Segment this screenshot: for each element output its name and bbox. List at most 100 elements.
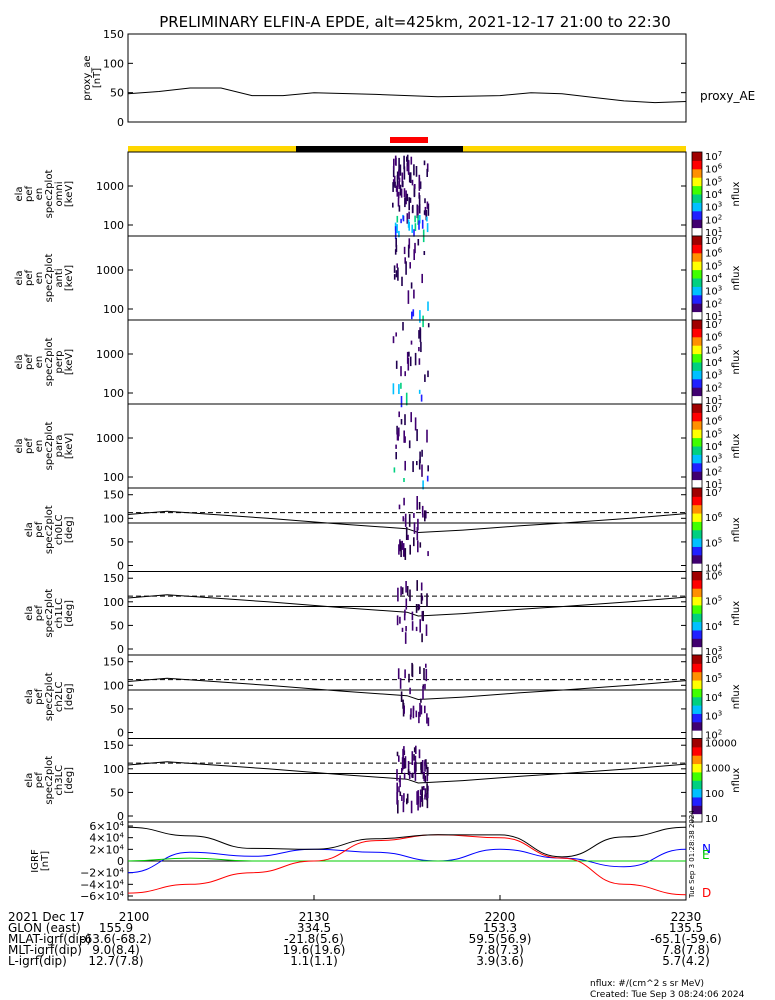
energy-flux-pixel [419,328,422,343]
energy-flux-pixel [400,382,402,389]
energy-colorbar-segment [692,420,702,430]
x-tick-label: 2130 [299,910,330,924]
pitch-colorbar-segment [692,563,702,572]
energy-panel-frame [127,235,687,321]
energy-flux-pixel [408,440,411,449]
pitch-flux-pixel [398,786,400,793]
pitch-ytick-label: 150 [103,656,124,669]
pitch-ylabel-line: [deg] [64,516,75,543]
energy-colorbar-tick: 106 [705,331,723,344]
energy-flux-pixel [403,246,406,255]
energy-flux-pixel [419,310,421,323]
igrf-magnitude-trace [127,826,687,858]
energy-ylabel-line: ela [14,438,25,453]
x-row-value: 9.0(8.4) [92,943,140,957]
energy-flux-pixel [398,230,400,238]
energy-flux-pixel [411,179,414,186]
x-tick-label: 2230 [671,910,702,924]
igrf-legend: NE D [702,842,711,900]
pitch-flux-pixel [413,747,416,753]
energy-colorbar-label: nflux [731,349,742,374]
energy-flux-pixel [406,162,409,172]
energy-colorbar-segment [692,479,702,489]
pitch-colorbar-segment [692,721,702,731]
energy-flux-pixel [419,181,422,189]
energy-colorbar-tick: 105 [705,427,722,440]
pitch-colorbar-tick: 10000 [705,739,737,750]
x-row-value: 19.6(19.6) [283,943,346,957]
pitch-ytick-label: 0 [117,727,124,740]
energy-flux-pixel [394,181,396,189]
energy-flux-pixel [411,311,413,320]
energy-colorbar-segment [692,202,702,212]
energy-colorbar-segment [692,462,702,472]
x-row-value: 334.5 [297,921,331,935]
energy-ytick-label: 100 [103,219,124,232]
pitch-colorbar-segment [692,671,702,681]
pitch-flux-pixel [416,791,418,805]
energy-colorbar-segment [692,177,702,187]
x-row-value: 12.7(7.8) [88,954,143,968]
pitch-flux-pixel [405,598,408,610]
energy-colorbar-label: nflux [731,265,742,290]
pitch-ylabel-line: ela [24,522,35,537]
pitch-flux-pixel [424,761,426,772]
pitch-colorbar-tick: 105 [705,595,722,608]
proxy-ae-ytick-label: 50 [110,87,124,100]
pitch-colorbar-segment [692,771,702,781]
energy-ylabel-line: anti [54,268,65,287]
pitch-flux-pixel [402,516,405,522]
energy-flux-pixel [398,177,401,182]
energy-flux-pixel [413,184,416,198]
energy-flux-pixel [395,238,397,247]
pitch-flux-pixel [401,540,403,550]
pitch-flux-pixel [425,510,427,519]
energy-flux-pixel [417,205,419,219]
energy-colorbar-segment [692,437,702,447]
energy-flux-pixel [411,224,413,233]
energy-flux-pixel [393,265,396,273]
pitch-flux-pixel [416,496,418,510]
energy-colorbar-tick: 107 [705,318,722,331]
energy-flux-pixel [407,159,410,174]
pitch-ytick-label: 0 [117,560,124,573]
pitch-flux-pixel [419,666,421,674]
pitch-loss-cone-line [127,677,687,701]
pitch-flux-pixel [406,586,409,596]
energy-flux-pixel [423,251,426,256]
energy-flux-pixel [424,206,427,216]
energy-flux-pixel [397,191,400,199]
energy-colorbar-tick: 103 [705,453,722,466]
energy-colorbar-tick: 104 [705,188,723,201]
energy-colorbar-segment [692,378,702,388]
pitch-flux-pixel [396,751,399,757]
status-bar-yellow-right [463,146,686,152]
energy-flux-pixel [412,204,414,213]
energy-ylabel-line: en [34,356,45,369]
pitch-colorbar-segment [692,696,702,706]
igrf-e-trace [127,857,686,862]
energy-flux-pixel [413,249,415,261]
energy-colorbar-segment [692,446,702,455]
energy-flux-pixel [395,452,397,460]
pitch-colorbar-tick: 107 [705,486,722,499]
pitch-colorbar-segment [692,655,702,664]
energy-flux-pixel [421,464,423,477]
pitch-flux-pixel [424,775,427,784]
pitch-ylabel-line: ch0LC [54,514,65,545]
energy-flux-pixel [403,155,405,170]
pitch-colorbar-segment [692,780,702,790]
pitch-colorbar-segment [692,713,702,723]
pitch-colorbar-tick: 106 [705,570,723,583]
pitch-flux-pixel [404,632,407,644]
pitch-flux-pixel [424,510,426,522]
pitch-ytick-label: 100 [103,512,124,525]
pitch-flux-pixel [403,705,405,714]
energy-ytick-label: 100 [103,471,124,484]
energy-flux-pixel [414,223,417,232]
energy-flux-pixel [398,384,400,395]
pitch-flux-pixel [408,514,411,527]
